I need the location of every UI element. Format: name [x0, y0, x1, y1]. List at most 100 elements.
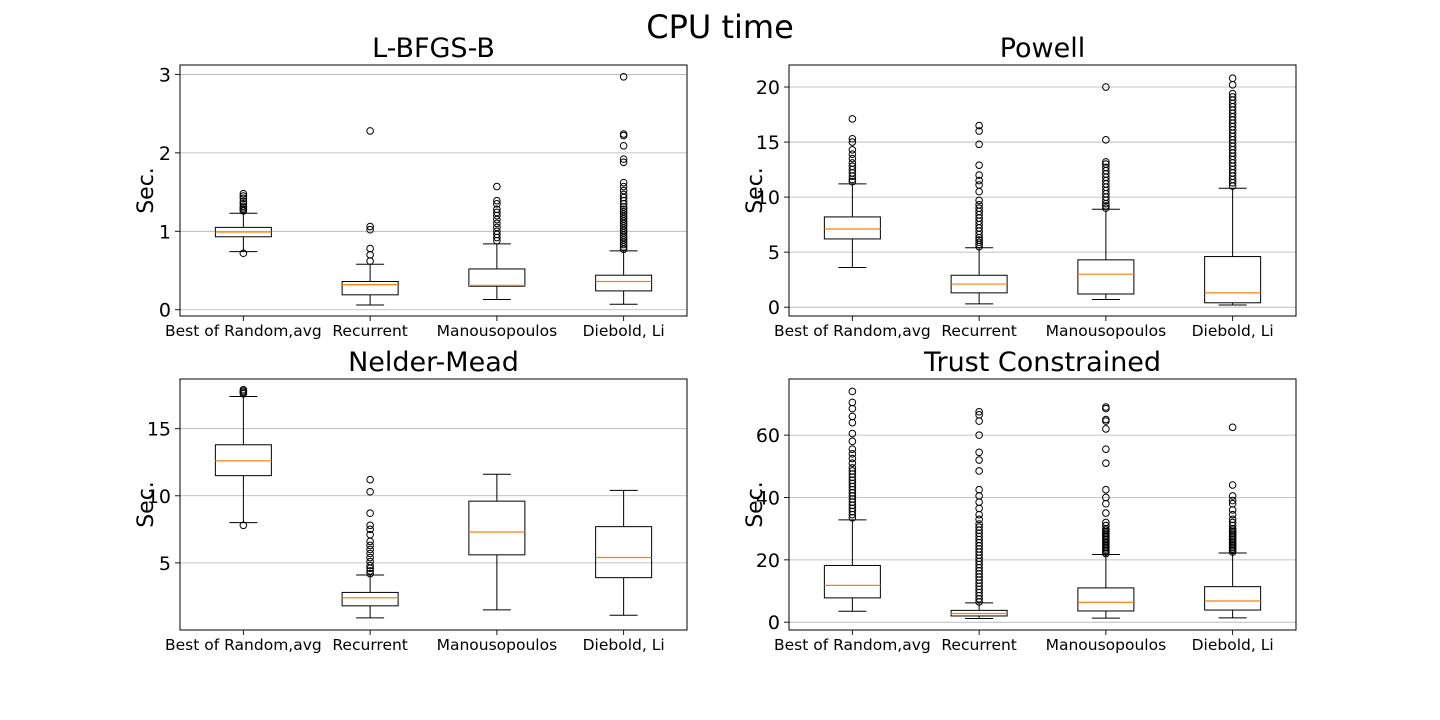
outlier-point — [975, 196, 983, 205]
y-tick-label: 10 — [147, 486, 171, 508]
outlier-point — [848, 429, 857, 438]
outlier-point — [493, 200, 501, 208]
outlier-point — [848, 162, 857, 171]
x-tick-label: Diebold, Li — [1192, 636, 1274, 654]
outlier-point — [975, 127, 983, 135]
outlier-point — [975, 411, 983, 419]
subplot-2: Powell Sec. 0 5 10 15 20 Best of Random,avg Recu… — [743, 33, 1297, 340]
outlier-point — [619, 155, 628, 163]
box-3 — [468, 473, 526, 611]
iqr-box — [595, 526, 653, 579]
outlier-point — [239, 189, 248, 198]
outlier-point — [366, 525, 374, 534]
outlier-point — [848, 445, 857, 453]
outlier-point — [619, 141, 628, 150]
iqr-box — [1204, 256, 1262, 304]
outlier-point — [975, 236, 983, 244]
outlier-point — [366, 225, 374, 234]
x-tick-label: Diebold, Li — [583, 322, 665, 340]
iqr-box — [468, 268, 526, 287]
outlier-point — [975, 204, 983, 212]
outlier-point — [848, 154, 857, 163]
box-3 — [1077, 83, 1135, 300]
outlier-point — [493, 208, 501, 217]
outlier-point — [848, 159, 857, 167]
x-tick-label: Diebold, Li — [583, 636, 665, 654]
box-4 — [595, 489, 653, 616]
outlier-point — [975, 523, 983, 531]
outlier-point — [1228, 510, 1237, 519]
outlier-point — [848, 412, 857, 421]
x-tick-label: Recurrent — [332, 636, 408, 654]
outlier-point — [975, 140, 983, 149]
outlier-point — [975, 431, 983, 439]
outlier-point — [366, 222, 374, 231]
outlier-point — [848, 464, 857, 472]
outlier-point — [848, 459, 857, 467]
outlier-point — [1102, 485, 1110, 494]
outlier-point — [239, 521, 248, 530]
outlier-point — [975, 121, 983, 130]
iqr-box — [1077, 259, 1135, 295]
outlier-point — [848, 437, 857, 446]
outlier-point — [1228, 423, 1237, 432]
x-tick-label: Recurrent — [941, 322, 1017, 340]
iqr-box — [1077, 587, 1135, 612]
y-axis-label: Sec. — [134, 481, 159, 528]
outlier-point — [975, 181, 983, 189]
axes-frame — [179, 378, 688, 631]
y-axis-label: Sec. — [743, 167, 768, 214]
x-tick-label: Best of Random,avg — [165, 636, 322, 654]
outlier-point — [366, 244, 374, 253]
outlier-point — [239, 249, 248, 258]
outlier-point — [848, 115, 857, 123]
outlier-point — [493, 223, 501, 232]
iqr-box — [1204, 586, 1262, 611]
y-tick-label: 60 — [756, 425, 780, 447]
outlier-point — [848, 398, 857, 407]
box-4 — [1204, 74, 1262, 306]
outlier-point — [366, 487, 374, 496]
subplot-grid: L-BFGS-B Sec. 0 1 2 3 Best of Random,avg Recurr… — [134, 33, 1297, 654]
outlier-point — [975, 467, 983, 475]
outlier-point — [1102, 493, 1110, 502]
iqr-box — [341, 591, 399, 607]
outlier-point — [975, 515, 983, 524]
outlier-point — [619, 207, 628, 216]
outlier-point — [848, 150, 857, 158]
x-tick-label: Manousopoulos — [1046, 322, 1167, 340]
box-4 — [1204, 423, 1262, 619]
outlier-point — [975, 448, 983, 457]
outlier-point — [848, 138, 857, 146]
iqr-box — [823, 564, 881, 599]
outlier-point — [366, 127, 374, 135]
outlier-point — [1102, 202, 1110, 210]
y-tick-label: 3 — [159, 64, 171, 86]
y-tick-label: 2 — [159, 143, 171, 165]
y-tick-label: 0 — [768, 297, 780, 319]
iqr-box — [595, 274, 653, 292]
subplot-4: Trust Constrained Sec. 0 20 40 60 Best of Rand… — [743, 347, 1297, 654]
y-axis-label: Sec. — [743, 481, 768, 528]
outlier-point — [1228, 518, 1237, 527]
outlier-point — [1228, 515, 1237, 524]
y-tick-label: 15 — [147, 419, 171, 441]
outlier-point — [1102, 425, 1110, 433]
outlier-point — [1102, 83, 1110, 91]
outlier-point — [1228, 89, 1237, 98]
y-tick-label: 0 — [159, 300, 171, 322]
outlier-point — [1228, 492, 1237, 500]
outlier-point — [619, 182, 628, 191]
outlier-point — [493, 205, 501, 214]
outlier-point — [1102, 521, 1110, 530]
subplot-3: Nelder-Mead Sec. 5 10 15 Best of Random,avg Re… — [134, 347, 688, 654]
box-1 — [823, 387, 881, 612]
outlier-point — [366, 561, 374, 570]
outlier-point — [1102, 509, 1110, 517]
y-tick-label: 5 — [768, 242, 780, 264]
subplot-title: L-BFGS-B — [372, 33, 495, 64]
figure-title: CPU time — [646, 8, 794, 46]
outlier-point — [366, 553, 374, 562]
outlier-point — [975, 456, 983, 464]
